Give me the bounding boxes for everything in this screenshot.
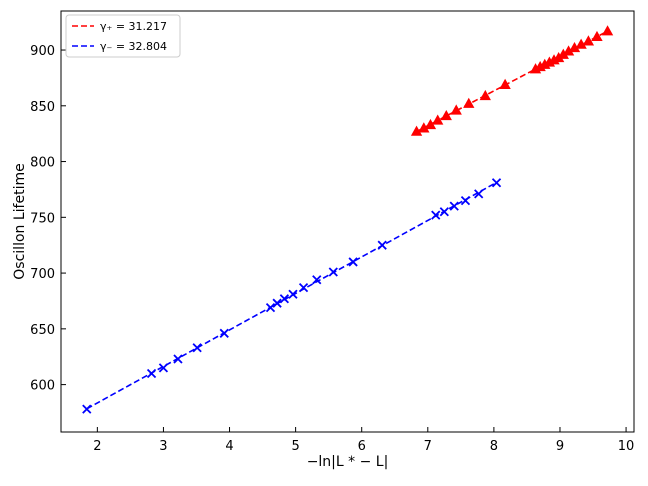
legend-entry: γ₋ = 32.804 xyxy=(100,40,167,53)
data-point xyxy=(575,38,587,49)
legend: γ₊ = 31.217 γ₋ = 32.804 xyxy=(65,14,181,58)
data-point xyxy=(432,114,444,125)
data-point xyxy=(298,282,309,293)
plot-frame xyxy=(60,10,635,433)
data-point xyxy=(582,35,595,46)
data-point xyxy=(219,328,229,338)
data-point xyxy=(173,354,183,364)
x-tick-label: 4 xyxy=(225,439,233,454)
x-tick-label: 8 xyxy=(490,439,498,454)
x-tick-label: 7 xyxy=(424,439,432,454)
data-point xyxy=(288,289,298,299)
y-tick-label: 800 xyxy=(30,156,55,171)
data-point xyxy=(82,404,92,414)
y-axis-label: Oscillon Lifetime xyxy=(12,163,28,279)
data-point xyxy=(272,298,282,308)
data-point xyxy=(265,303,276,313)
data-point xyxy=(431,210,441,220)
data-point xyxy=(439,207,449,217)
data-point xyxy=(328,267,338,277)
x-tick-label: 9 xyxy=(556,439,564,454)
y-tick-label: 750 xyxy=(30,211,55,226)
x-tick-label: 10 xyxy=(618,439,635,454)
x-tick-label: 5 xyxy=(291,439,299,454)
series-2 xyxy=(82,178,502,414)
y-tick-label: 900 xyxy=(30,44,55,59)
data-point xyxy=(591,30,603,41)
y-tick-label: 600 xyxy=(30,379,55,394)
data-point xyxy=(474,189,484,199)
data-point xyxy=(450,104,462,115)
data-point xyxy=(460,195,471,206)
data-point xyxy=(312,275,322,285)
data-point xyxy=(279,294,290,304)
series-1 xyxy=(410,25,614,136)
data-point xyxy=(463,97,475,108)
y-axis: 600 650 700 750 800 850 900 xyxy=(30,44,66,394)
legend-entry: γ₊ = 31.217 xyxy=(100,20,167,33)
data-point xyxy=(146,368,157,379)
data-point xyxy=(499,78,511,89)
data-point xyxy=(479,89,491,101)
y-tick-label: 700 xyxy=(30,267,55,282)
y-tick-label: 850 xyxy=(30,100,55,115)
x-axis: 2 3 4 5 6 7 8 9 10 xyxy=(93,427,634,454)
legend-box xyxy=(65,14,181,58)
data-point xyxy=(158,363,169,373)
data-point xyxy=(348,257,358,267)
x-axis-label: −ln|L * − L| xyxy=(307,454,389,470)
data-point xyxy=(192,343,202,353)
data-point xyxy=(410,125,423,136)
y-tick-label: 650 xyxy=(30,323,55,338)
data-point xyxy=(601,25,614,36)
data-point xyxy=(449,201,459,211)
x-tick-label: 6 xyxy=(358,439,366,454)
x-tick-label: 2 xyxy=(93,439,101,454)
data-point xyxy=(491,178,502,188)
x-tick-label: 3 xyxy=(159,439,167,454)
data-point xyxy=(440,110,452,121)
data-point xyxy=(377,240,387,250)
